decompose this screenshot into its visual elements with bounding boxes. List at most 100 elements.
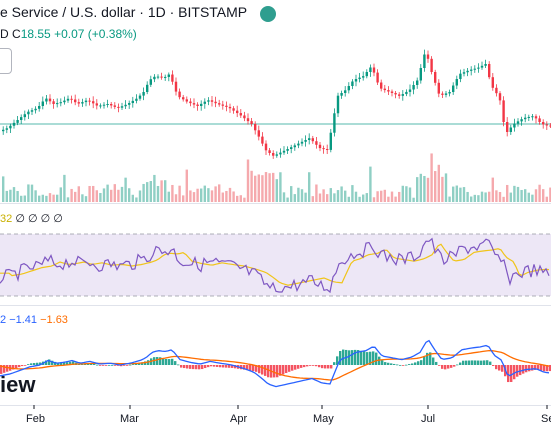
macd-histogram-bar [513,365,516,380]
volume-bar [527,192,530,202]
macd-histogram-bar [198,365,201,370]
candle-body [322,148,325,150]
macd-histogram-bar [363,351,366,365]
volume-bar [66,197,70,202]
candle-body [124,104,127,107]
candle-body [300,141,304,144]
candle-body [189,101,192,104]
candle-body [376,72,379,83]
volume-bar [538,184,541,202]
volume-bar [239,195,242,202]
candle-body [5,128,8,130]
candle-body [293,145,296,148]
macd-histogram-bar [474,360,477,365]
volume-bar [358,196,361,202]
candle-body [470,69,473,71]
volume-bar [426,177,430,202]
macd-histogram-bar [294,365,297,370]
macd-histogram-bar [483,360,486,365]
close-value: 18.55 [20,27,51,41]
volume-bar [509,192,512,202]
volume-bar [369,166,372,202]
macd-histogram-bar [99,365,102,366]
volume-bar [275,179,278,202]
volume-bar [243,197,246,202]
macd-histogram-bar [282,365,285,375]
volume-bar [344,190,347,202]
candle-body [30,110,34,112]
macd-histogram-bar [360,350,363,365]
volume-bar [236,195,239,202]
macd-histogram-bar [51,360,54,365]
macd-histogram-bar [303,365,306,368]
macd-histogram-bar [351,350,354,365]
candle-body [160,76,163,78]
macd-histogram-bar [438,365,441,366]
volume-bar [203,185,206,202]
macd-histogram-bar [174,361,177,365]
volume-bar [434,171,437,202]
macd-histogram-bar [195,365,198,370]
candle-body [484,64,487,66]
volume-bar [128,188,131,202]
candle-body [81,102,84,104]
macd-histogram-bar [63,362,66,365]
legend-toggle-button[interactable] [0,48,12,74]
candle-body [225,105,228,107]
change-value: +0.07 [54,27,85,41]
macd-histogram-bar [372,351,375,365]
candle-body [513,123,516,128]
candle-body [138,95,142,99]
macd-histogram-bar [468,360,471,365]
macd-histogram-bar [33,363,36,365]
volume-bars [2,153,551,202]
macd-histogram-bar [285,365,288,374]
candle-body [95,103,98,106]
macd-histogram-bar [525,365,528,373]
candle-body [279,152,282,155]
volume-bar [41,194,44,202]
macd-histogram-bar [165,358,168,365]
candle-body [153,76,156,80]
volume-bar [52,194,55,202]
macd-histogram-bar [378,356,381,365]
volume-bar [27,184,30,202]
volume-bar [185,169,188,202]
volume-bar [455,185,458,202]
volume-bar [81,194,84,202]
macd-histogram-bar [234,365,237,369]
volume-bar [246,159,250,202]
candle-body [340,93,343,96]
candle-body [524,117,527,120]
candle-body [282,150,286,153]
volume-bar [326,194,329,202]
candle-body [218,103,221,105]
volume-bar [376,191,379,202]
market-status-icon[interactable] [260,6,276,22]
candle-body [63,100,66,103]
volume-bar [315,184,318,202]
macd-histogram-bar [57,362,60,365]
candle-body [462,72,466,74]
volume-bar [99,192,102,202]
candle-body [9,125,12,129]
volume-bar [354,191,358,202]
volume-bar [498,191,502,202]
macd-histogram-bar [366,352,369,365]
symbol-title[interactable]: e Service / U.S. dollar · 1D · BITSTAMP [0,4,248,20]
volume-bar [56,194,59,202]
candle-body [164,76,167,78]
candle-body [106,104,109,105]
macd-histogram-bar [333,362,336,365]
candle-body [232,108,235,111]
volume-bar [516,186,520,202]
volume-bar [524,189,527,202]
volume-bar [297,187,300,202]
volume-bar [304,192,307,202]
tradingview-logo[interactable]: iew [0,372,36,397]
macd-histogram-bar [156,357,159,365]
volume-bar [286,197,289,202]
macd-histogram-bar [300,365,303,368]
volume-bar [279,172,282,202]
